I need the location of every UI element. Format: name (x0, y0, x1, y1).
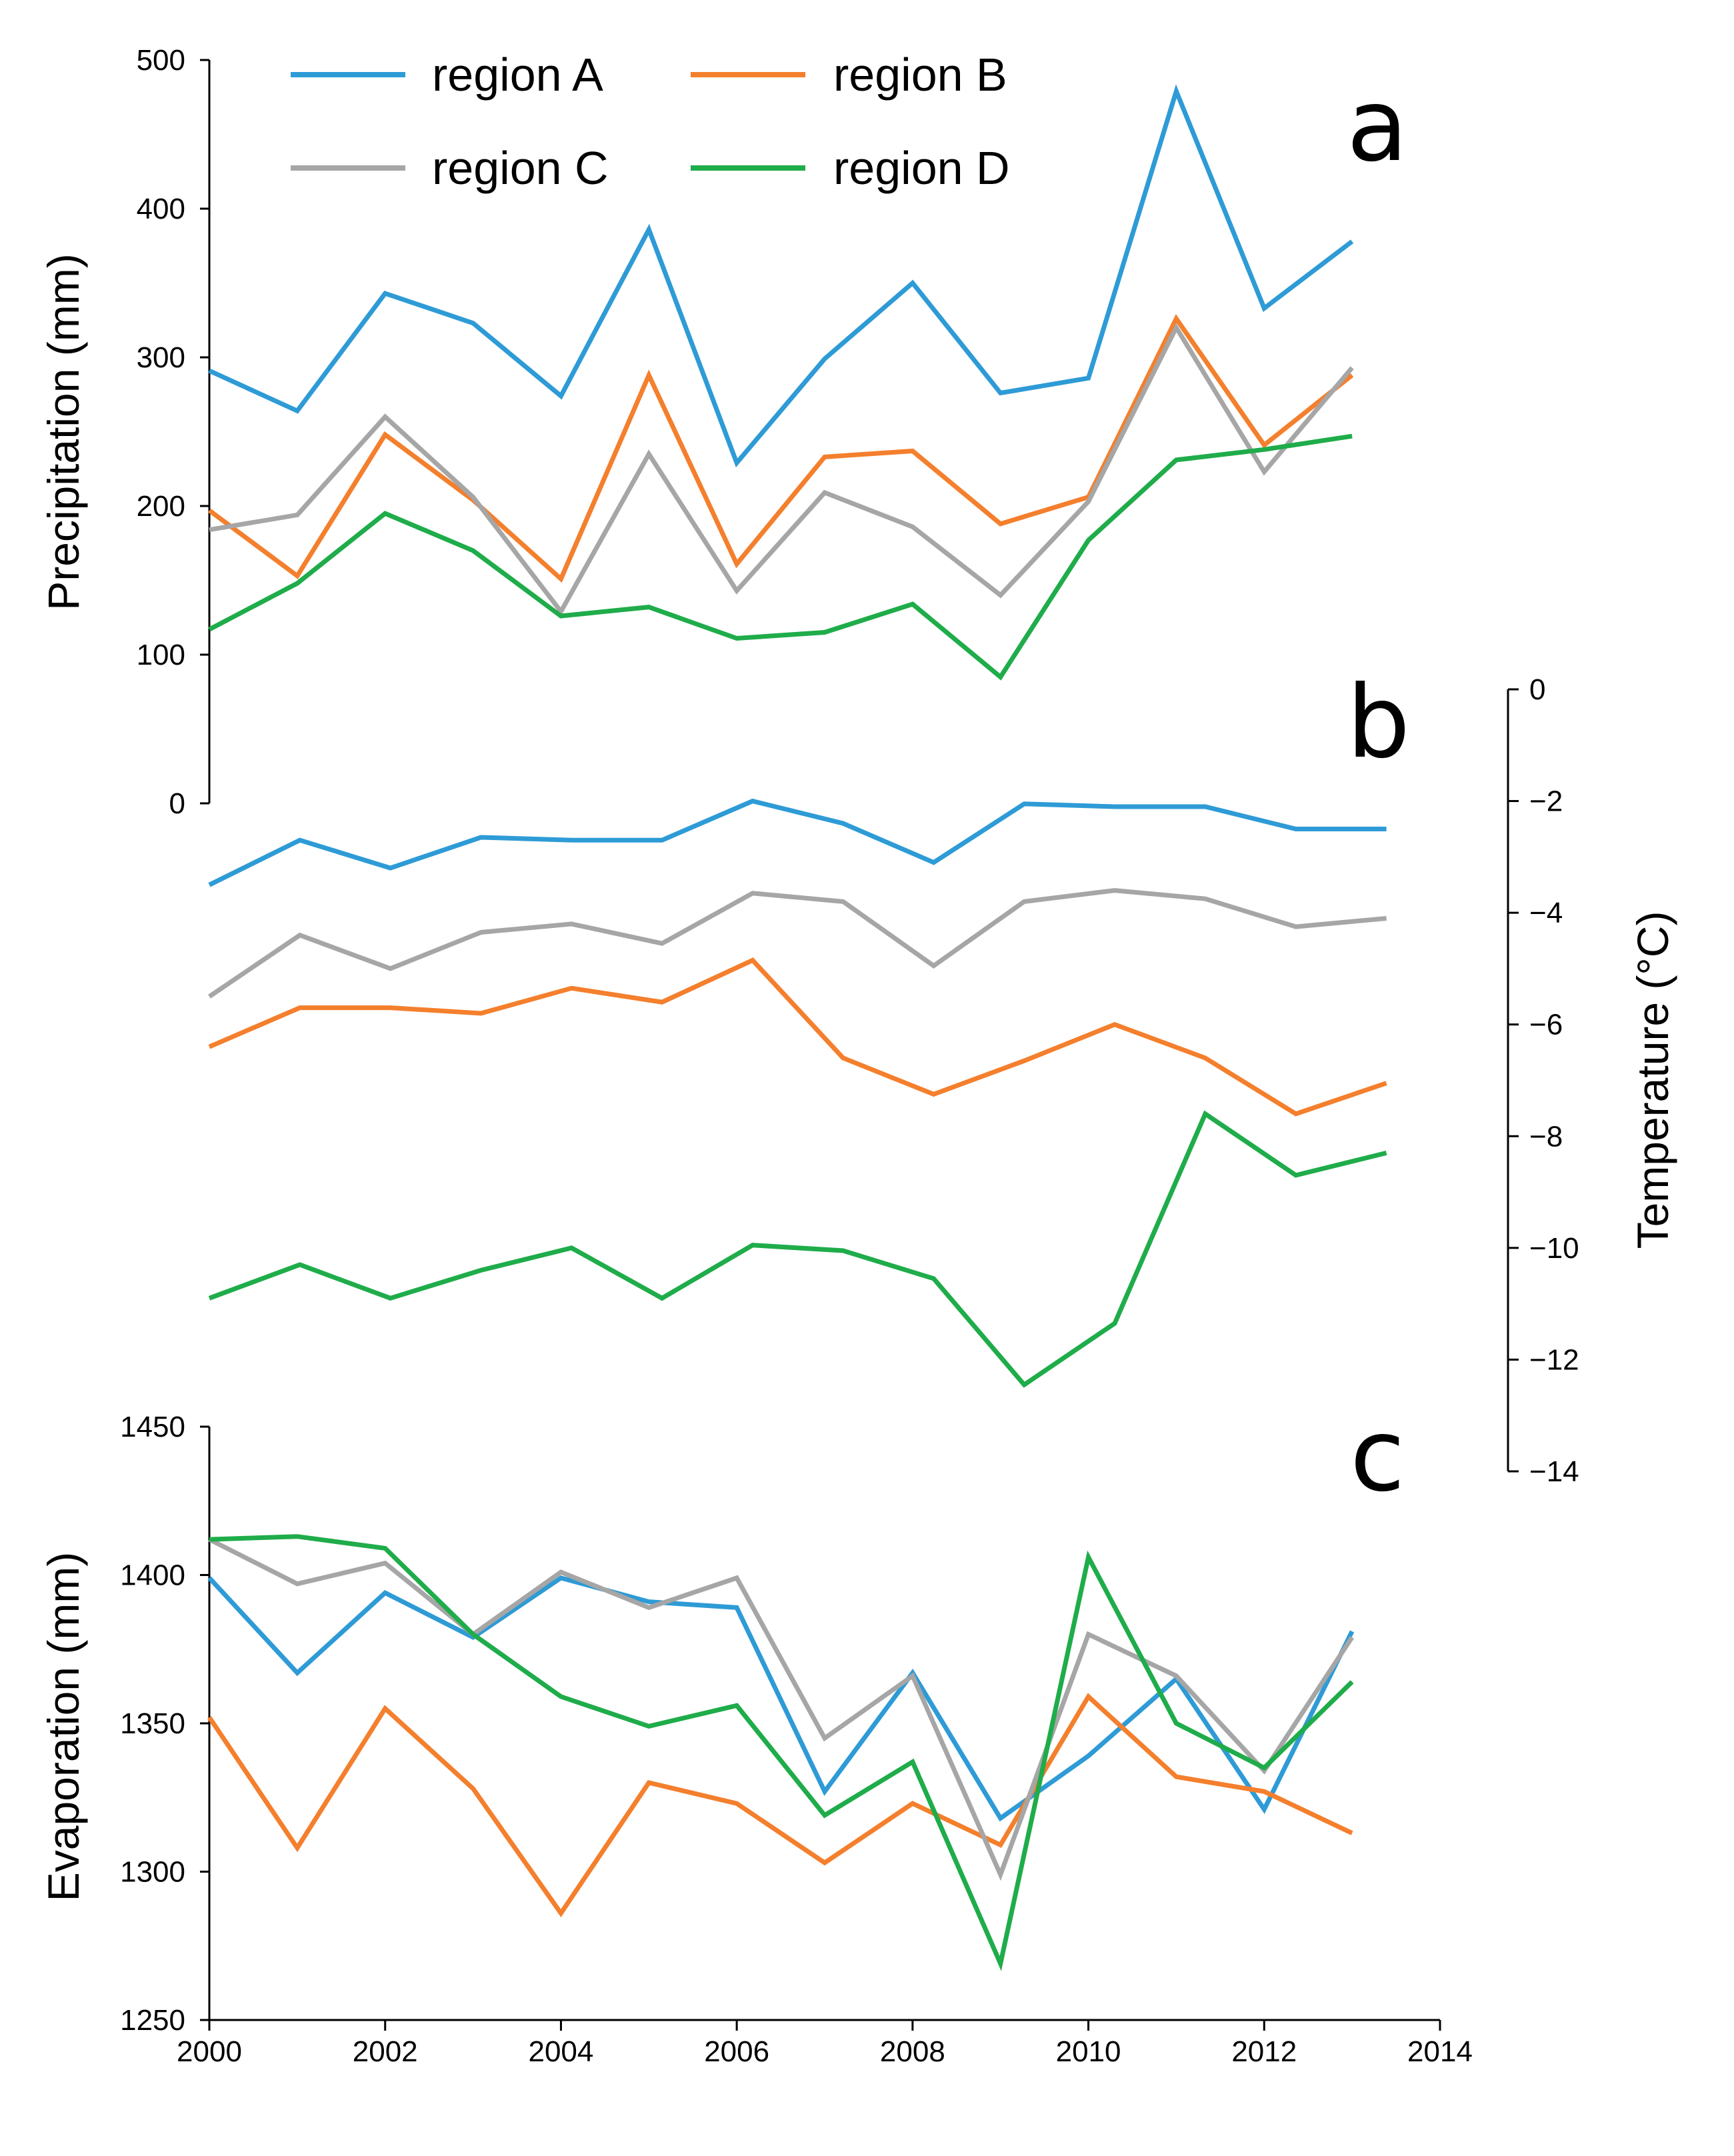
line-panel-a-region-a (208, 84, 1354, 468)
y-tick-label: 100 (137, 639, 185, 671)
x-tick-label: 2006 (704, 2035, 769, 2068)
legend-label-region-d: region D (833, 142, 1010, 194)
y-tick-label: 1450 (120, 1411, 185, 1443)
y-tick-label: 1250 (120, 2004, 185, 2037)
y-tick-label: 1400 (120, 1559, 185, 1592)
y-tick-label: −10 (1529, 1232, 1579, 1265)
line-panel-b-region-a (208, 798, 1387, 887)
y-tick-label: 200 (137, 490, 185, 523)
x-tick-label: 2000 (177, 2035, 242, 2068)
panel-letter-a: a (1347, 68, 1408, 184)
line-panel-c-region-a (207, 1575, 1355, 1822)
legend: region A region B region C region D (291, 49, 1010, 194)
line-panel-b-region-c (208, 888, 1387, 999)
y-tick-label: 0 (1529, 673, 1545, 706)
y-tick-label: −8 (1529, 1120, 1563, 1153)
series-lines (207, 84, 1387, 1971)
panel-letter-b: b (1347, 665, 1410, 781)
line-panel-c-region-c (208, 1537, 1355, 1881)
legend-label-region-b: region B (833, 49, 1007, 101)
temperature-y-label: Temperature (°C) (1628, 911, 1677, 1249)
line-panel-c-region-b (207, 1693, 1353, 1917)
y-tick-label: 1300 (120, 1856, 185, 1889)
y-tick-label: −6 (1529, 1009, 1563, 1041)
x-tick-label: 2002 (353, 2035, 418, 2068)
y-tick-label: −14 (1529, 1455, 1579, 1488)
precipitation-y-label: Precipitation (mm) (39, 253, 88, 610)
year-x-ticks: 2000 2002 2004 2006 2008 2010 2012 2014 (177, 2020, 1473, 2068)
y-tick-label: 0 (169, 787, 185, 820)
panel-letter-c: c (1350, 1398, 1405, 1514)
y-tick-label: −12 (1529, 1343, 1579, 1376)
panel-b: 0 −2 −4 −6 −8 −10 −12 −14 Temperature (°C) b (1347, 665, 1677, 1488)
x-tick-label: 2014 (1407, 2035, 1473, 2068)
y-tick-label: 300 (137, 341, 185, 374)
x-tick-label: 2004 (528, 2035, 593, 2068)
y-tick-label: 1350 (120, 1707, 185, 1740)
evaporation-y-label: Evaporation (mm) (39, 1552, 88, 1902)
line-panel-c-region-d (209, 1534, 1354, 1971)
x-tick-label: 2010 (1056, 2035, 1121, 2068)
y-tick-label: 400 (137, 193, 185, 225)
legend-label-region-c: region C (432, 142, 609, 194)
y-tick-label: −4 (1529, 897, 1563, 929)
x-tick-label: 2012 (1231, 2035, 1297, 2068)
line-panel-a-region-b (207, 314, 1354, 583)
temperature-y-ticks: 0 −2 −4 −6 −8 −10 −12 −14 (1508, 673, 1579, 1488)
y-tick-label: −2 (1529, 785, 1563, 818)
x-tick-label: 2008 (880, 2035, 945, 2068)
legend-label-region-a: region A (432, 49, 603, 101)
line-panel-a-region-c (209, 323, 1354, 616)
line-panel-a-region-d (208, 433, 1353, 681)
y-tick-label: 500 (137, 44, 185, 77)
evaporation-y-ticks: 1250 1300 1350 1400 1450 (120, 1411, 209, 2037)
precipitation-y-ticks: 0 100 200 300 400 500 (137, 44, 209, 820)
line-panel-b-region-d (208, 1110, 1387, 1388)
panel-a: 0 100 200 300 400 500 Precipitation (mm) a (39, 44, 1408, 820)
line-panel-b-region-b (208, 957, 1387, 1117)
